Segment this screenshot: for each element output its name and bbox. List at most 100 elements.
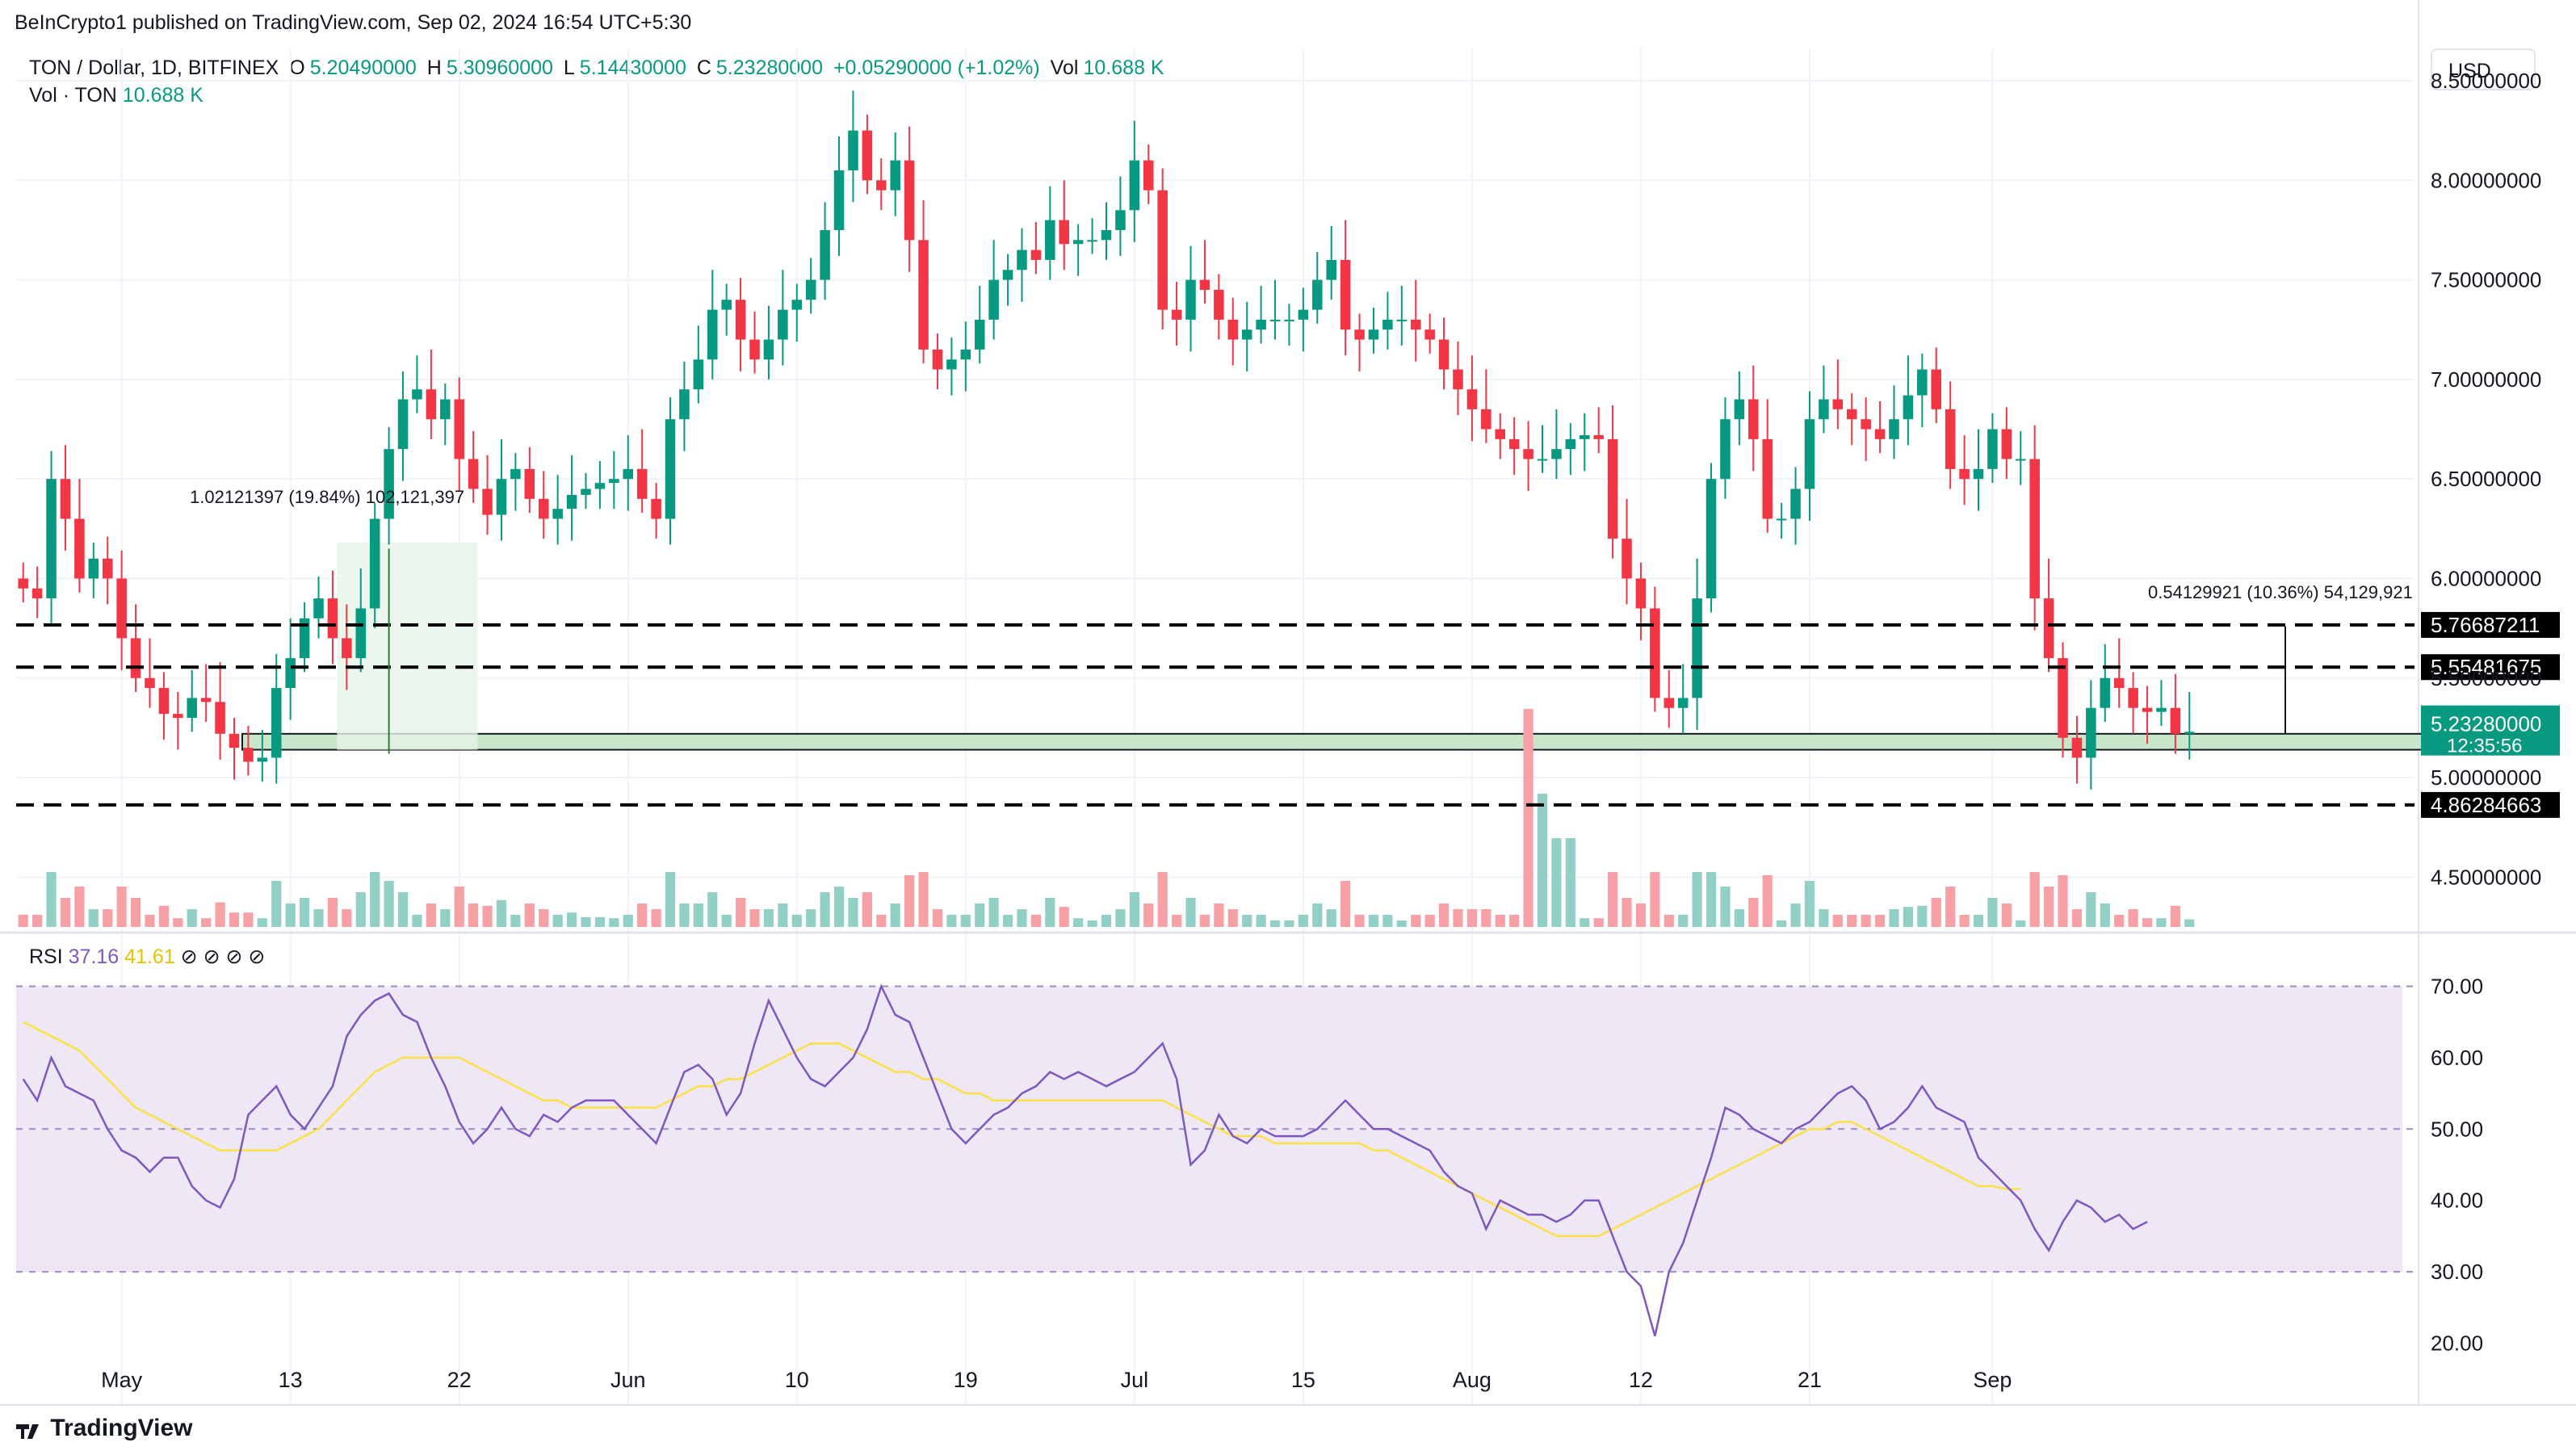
candle-body: [904, 160, 915, 241]
candle-body: [496, 479, 507, 515]
candle-body: [1692, 598, 1702, 698]
candle-body: [1565, 438, 1576, 450]
volume-bar: [1874, 915, 1886, 927]
candle-body: [848, 130, 858, 170]
volume-bar: [1523, 709, 1533, 927]
volume-bar: [158, 905, 169, 927]
volume-bar: [1269, 920, 1281, 927]
candle-body: [426, 389, 437, 420]
candle-body: [2100, 677, 2111, 708]
candle-body: [2156, 707, 2167, 712]
volume-bar: [1847, 915, 1857, 927]
countdown-label: 12:35:56: [2447, 736, 2522, 757]
level-tag: [2421, 791, 2560, 818]
candle-body: [805, 279, 816, 300]
level-lines: 5.76687211 5.55481675 4.86284663 5.23280000…: [16, 611, 2560, 818]
rsi-tick-label: 20.00: [2431, 1331, 2483, 1355]
candle-body: [1832, 399, 1844, 409]
candle-body: [342, 638, 352, 659]
volume-bar: [1424, 915, 1435, 927]
candle-body: [1917, 369, 1928, 396]
volume-bar: [1819, 909, 1829, 927]
rsi-settings-icons[interactable]: ⊘ ⊘ ⊘ ⊘: [180, 946, 266, 968]
volume-bar: [2016, 920, 2026, 927]
volume-bar: [988, 898, 999, 927]
candle-body: [1650, 608, 1660, 698]
volume-bar: [2100, 904, 2110, 927]
rsi-tick-label: 70.00: [2431, 975, 2483, 999]
high-label: H: [426, 57, 442, 79]
volume-bar: [103, 909, 113, 927]
candle-body: [397, 399, 409, 450]
candle-body: [2071, 737, 2083, 758]
candle-body: [1804, 419, 1815, 489]
candle-body: [2170, 707, 2181, 734]
candle-body: [299, 618, 310, 659]
candle-body: [1677, 698, 1689, 708]
volume-bar: [440, 909, 451, 927]
currency-selector[interactable]: USD: [2431, 48, 2536, 90]
volume-bar: [496, 899, 507, 927]
candle-body: [31, 588, 43, 599]
volume-bar: [904, 875, 915, 927]
candle-body: [1607, 438, 1618, 539]
candle-body: [313, 598, 324, 618]
volume-bar: [482, 905, 493, 927]
candle-body: [636, 468, 648, 499]
volume-bar: [749, 909, 760, 927]
candle-body: [1368, 329, 1379, 340]
volume-bar: [145, 915, 155, 927]
price-tick-label: 5.50000000: [2431, 666, 2541, 690]
volume-bar: [1087, 920, 1097, 927]
measure-label-left: 1.02121397 (19.84%) 102,121,397: [190, 487, 464, 507]
price-tick-label: 5.00000000: [2431, 765, 2541, 790]
volume-bar: [890, 904, 900, 927]
volume-bar: [2044, 887, 2054, 927]
volume-bar: [820, 892, 830, 927]
volume-bar: [201, 918, 212, 927]
symbol-name[interactable]: TON / Dollar, 1D, BITFINEX: [29, 57, 279, 79]
volume-bar: [1115, 909, 1126, 927]
candle-body: [1171, 309, 1182, 320]
candle-body: [482, 488, 493, 515]
volume-bar: [1945, 887, 1956, 927]
volume-bar: [2184, 919, 2195, 927]
price-tick-label: 7.00000000: [2431, 367, 2541, 392]
candle-body: [1101, 229, 1112, 241]
rsi-pane: 20.00 30.00 40.00 50.00 60.00 70.00: [16, 975, 2483, 1355]
volume-bar: [2156, 918, 2167, 927]
volume-bar: [1242, 915, 1252, 927]
volume-bar: [1748, 898, 1759, 927]
volume-bar: [637, 904, 648, 927]
candle-body: [130, 638, 141, 678]
rsi-legend[interactable]: RSI 37.16 41.61 ⊘ ⊘ ⊘ ⊘: [29, 945, 265, 969]
volume-bar: [707, 892, 718, 927]
candle-body: [2142, 707, 2153, 712]
candle-body: [1959, 468, 1970, 480]
volume-bar: [1298, 915, 1308, 927]
current-price-label: 5.23280000: [2431, 712, 2541, 736]
candle-body: [862, 130, 873, 181]
candle-body: [1551, 449, 1562, 459]
volume-bar: [1917, 905, 1928, 927]
level-tag-label: 5.76687211: [2431, 613, 2540, 637]
volume-bar: [130, 898, 141, 927]
volume-bar: [1172, 915, 1182, 927]
volume-series-value: 10.688 K: [122, 84, 203, 107]
candle-body: [1340, 259, 1351, 330]
volume-bar: [1073, 918, 1084, 927]
candle-body: [721, 300, 732, 310]
volume-bar: [1777, 920, 1787, 927]
candle-body: [2029, 459, 2040, 599]
candle-body: [145, 677, 155, 689]
time-tick-label: May: [101, 1368, 143, 1392]
volume-bar: [384, 881, 394, 927]
volume-bar: [1312, 904, 1323, 927]
rsi-line: [22, 983, 2148, 1336]
rsi-ma-value: 41.61: [124, 946, 175, 968]
candle-body: [833, 170, 845, 230]
volume-bar: [116, 887, 127, 927]
volume-bar: [679, 904, 690, 927]
volume-legend[interactable]: Vol · TON 10.688 K: [29, 84, 203, 107]
